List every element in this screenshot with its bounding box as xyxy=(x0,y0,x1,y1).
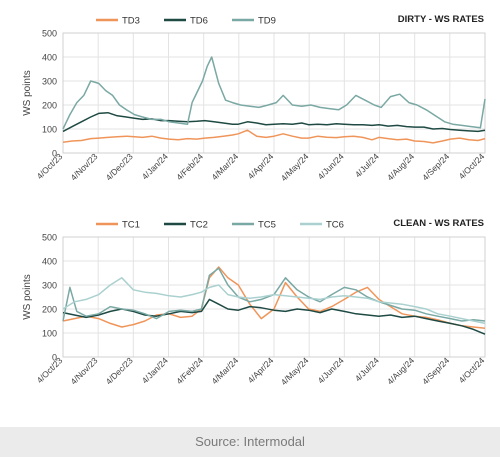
x-tick-label: 4/May/24 xyxy=(279,355,311,387)
x-tick-label: 4/Jan/24 xyxy=(140,151,170,181)
x-tick-label: 4/Mar/24 xyxy=(209,355,240,386)
series-line-td9 xyxy=(62,56,486,130)
y-tick-label: 0 xyxy=(52,353,57,363)
source-label: Source: Intermodal xyxy=(195,434,305,449)
x-tick-label: 4/Nov/23 xyxy=(68,151,99,182)
series-line-tc5 xyxy=(62,267,486,322)
y-tick-label: 500 xyxy=(42,233,57,243)
y-axis-label: WS points xyxy=(22,274,33,320)
legend-label-tc1: TC1 xyxy=(122,220,140,231)
x-tick-label: 4/Apr/24 xyxy=(246,355,276,385)
y-tick-label: 400 xyxy=(42,53,57,63)
x-tick-label: 4/Aug/24 xyxy=(385,151,416,182)
x-tick-label: 4/Sep/24 xyxy=(420,355,451,386)
series-line-tc2 xyxy=(62,298,486,335)
x-tick-label: 4/Oct/23 xyxy=(35,151,65,181)
y-tick-label: 100 xyxy=(42,125,57,135)
chart-title: CLEAN - WS RATES xyxy=(393,218,484,229)
y-tick-label: 300 xyxy=(42,281,57,291)
y-tick-label: 0 xyxy=(52,149,57,159)
x-tick-label: 4/Apr/24 xyxy=(246,151,276,181)
legend-label-tc5: TC5 xyxy=(258,220,276,231)
x-tick-label: 4/Dec/23 xyxy=(104,151,135,182)
y-axis-label: WS points xyxy=(22,70,33,116)
plot-area xyxy=(62,32,486,154)
x-tick-label: 4/Oct/24 xyxy=(457,355,487,385)
chart-title: DIRTY - WS RATES xyxy=(398,14,484,25)
source-footer: Source: Intermodal xyxy=(0,427,500,457)
x-tick-label: 4/Jun/24 xyxy=(316,151,346,181)
y-tick-label: 100 xyxy=(42,329,57,339)
x-tick-label: 4/Jul/24 xyxy=(353,355,381,383)
plot-area xyxy=(62,236,486,358)
legend-label-tc6: TC6 xyxy=(326,220,344,231)
series-line-td6 xyxy=(62,111,486,133)
y-tick-label: 200 xyxy=(42,305,57,315)
y-tick-label: 200 xyxy=(42,101,57,111)
x-tick-label: 4/Mar/24 xyxy=(209,151,240,182)
series-line-tc6 xyxy=(62,277,486,325)
x-tick-label: 4/Jan/24 xyxy=(140,355,170,385)
y-tick-label: 500 xyxy=(42,29,57,39)
x-tick-label: 4/Jun/24 xyxy=(316,355,346,385)
y-tick-label: 300 xyxy=(42,77,57,87)
legend-label-td9: TD9 xyxy=(258,16,276,27)
x-tick-label: 4/Nov/23 xyxy=(68,355,99,386)
x-tick-label: 4/May/24 xyxy=(279,151,311,183)
series-line-td3 xyxy=(62,129,486,144)
x-tick-label: 4/Dec/23 xyxy=(104,355,135,386)
y-tick-label: 400 xyxy=(42,257,57,267)
x-tick-label: 4/Feb/24 xyxy=(174,151,205,182)
legend-label-tc2: TC2 xyxy=(190,220,208,231)
legend-label-td3: TD3 xyxy=(122,16,140,27)
legend-label-td6: TD6 xyxy=(190,16,208,27)
x-tick-label: 4/Feb/24 xyxy=(174,355,205,386)
x-tick-label: 4/Oct/24 xyxy=(457,151,487,181)
x-tick-label: 4/Sep/24 xyxy=(420,151,451,182)
x-tick-label: 4/Aug/24 xyxy=(385,355,416,386)
x-tick-label: 4/Jul/24 xyxy=(353,151,381,179)
x-tick-label: 4/Oct/23 xyxy=(35,355,65,385)
